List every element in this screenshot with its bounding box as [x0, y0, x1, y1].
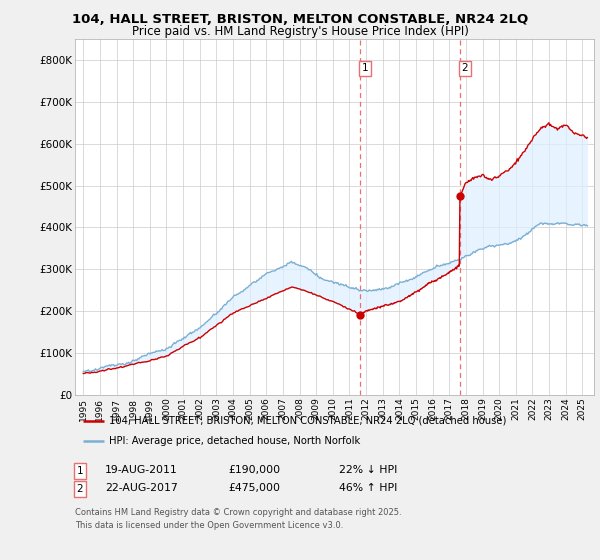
Text: £475,000: £475,000 [228, 483, 280, 493]
Text: HPI: Average price, detached house, North Norfolk: HPI: Average price, detached house, Nort… [109, 436, 360, 446]
Text: 1: 1 [362, 63, 368, 73]
Text: 19-AUG-2011: 19-AUG-2011 [105, 465, 178, 475]
Text: £190,000: £190,000 [228, 465, 280, 475]
Text: 2: 2 [461, 63, 468, 73]
Text: 1: 1 [76, 466, 83, 476]
Text: 46% ↑ HPI: 46% ↑ HPI [339, 483, 397, 493]
Text: 104, HALL STREET, BRISTON, MELTON CONSTABLE, NR24 2LQ (detached house): 104, HALL STREET, BRISTON, MELTON CONSTA… [109, 416, 506, 426]
Text: Price paid vs. HM Land Registry's House Price Index (HPI): Price paid vs. HM Land Registry's House … [131, 25, 469, 38]
Text: Contains HM Land Registry data © Crown copyright and database right 2025.
This d: Contains HM Land Registry data © Crown c… [75, 508, 401, 530]
Text: 22% ↓ HPI: 22% ↓ HPI [339, 465, 397, 475]
Text: 2: 2 [76, 484, 83, 494]
Text: 104, HALL STREET, BRISTON, MELTON CONSTABLE, NR24 2LQ: 104, HALL STREET, BRISTON, MELTON CONSTA… [72, 13, 528, 26]
Text: 22-AUG-2017: 22-AUG-2017 [105, 483, 178, 493]
